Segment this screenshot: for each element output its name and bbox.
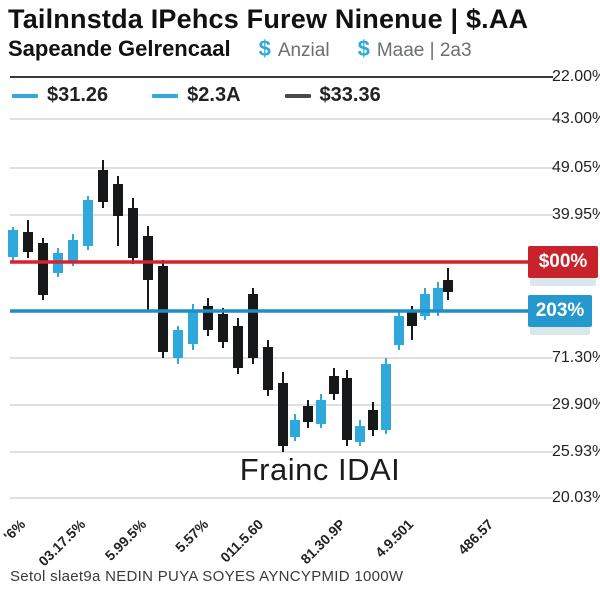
candle[interactable] bbox=[303, 400, 313, 428]
chart-watermark: Frainc IDAI bbox=[239, 452, 401, 487]
legend: $31.26 $2.3A $33.36 bbox=[12, 84, 381, 107]
candle[interactable] bbox=[368, 402, 378, 436]
candle[interactable] bbox=[248, 288, 258, 364]
legend-swatch-icon bbox=[152, 93, 179, 98]
candle[interactable] bbox=[143, 226, 153, 312]
legend-item-1[interactable]: $31.26 bbox=[12, 84, 108, 107]
candle[interactable] bbox=[113, 176, 123, 246]
price-badge: 203% bbox=[528, 295, 592, 327]
candle[interactable] bbox=[233, 318, 243, 374]
candle[interactable] bbox=[278, 372, 288, 452]
candle[interactable] bbox=[394, 310, 404, 350]
candle[interactable] bbox=[329, 368, 339, 400]
candle[interactable] bbox=[38, 238, 48, 300]
candle[interactable] bbox=[23, 220, 33, 258]
y-axis-label: 25.93% bbox=[552, 443, 600, 460]
candle[interactable] bbox=[381, 358, 391, 434]
y-axis-label: 71.30% bbox=[552, 349, 600, 366]
subtitle-row: Sapeande Gelrencaal $ Anzial $ Maae | 2a… bbox=[8, 36, 592, 62]
legend-swatch-icon bbox=[284, 93, 311, 98]
candle[interactable] bbox=[290, 414, 300, 441]
candle[interactable] bbox=[128, 198, 138, 264]
y-axis-label: 22.00% bbox=[552, 68, 600, 85]
dollar-icon: $ bbox=[357, 36, 370, 61]
legend-item-3[interactable]: $33.36 bbox=[284, 84, 381, 107]
candle[interactable] bbox=[158, 260, 168, 358]
badge-shadow bbox=[530, 327, 590, 335]
y-axis-label: 20.03% bbox=[552, 489, 600, 506]
candle[interactable] bbox=[203, 298, 213, 336]
price-badge: $00% bbox=[528, 246, 598, 278]
page-title: Tailnnstda IPehcs Furew Ninenue | $.AA bbox=[8, 4, 529, 34]
legend-swatch-icon bbox=[12, 93, 38, 98]
candle[interactable] bbox=[443, 268, 453, 300]
candle[interactable] bbox=[263, 340, 273, 396]
subtitle-company: Sapeande Gelrencaal bbox=[8, 36, 231, 61]
candle[interactable] bbox=[218, 308, 228, 348]
y-axis-label: 39.95% bbox=[552, 206, 600, 223]
candle[interactable] bbox=[8, 227, 18, 262]
candle[interactable] bbox=[355, 420, 365, 446]
source-note: Setol slaet9a NEDIN PUYA SOYES AYNCYPMID… bbox=[10, 568, 404, 585]
subtitle-metric-2: $ Maae | 2a3 bbox=[357, 36, 472, 61]
candle[interactable] bbox=[316, 394, 326, 428]
y-axis-label: 29.90% bbox=[552, 396, 600, 413]
badge-shadow bbox=[530, 278, 596, 286]
dollar-icon: $ bbox=[258, 36, 271, 61]
legend-item-2[interactable]: $2.3A bbox=[152, 84, 241, 107]
y-axis-label: 43.00% bbox=[552, 110, 600, 127]
y-axis-label: 49.05% bbox=[552, 159, 600, 176]
candle[interactable] bbox=[173, 326, 183, 364]
subtitle-metric-1: $ Anzial bbox=[258, 36, 330, 61]
candle[interactable] bbox=[420, 288, 430, 320]
candle[interactable] bbox=[98, 160, 108, 208]
candle[interactable] bbox=[83, 196, 93, 250]
candle[interactable] bbox=[342, 370, 352, 446]
